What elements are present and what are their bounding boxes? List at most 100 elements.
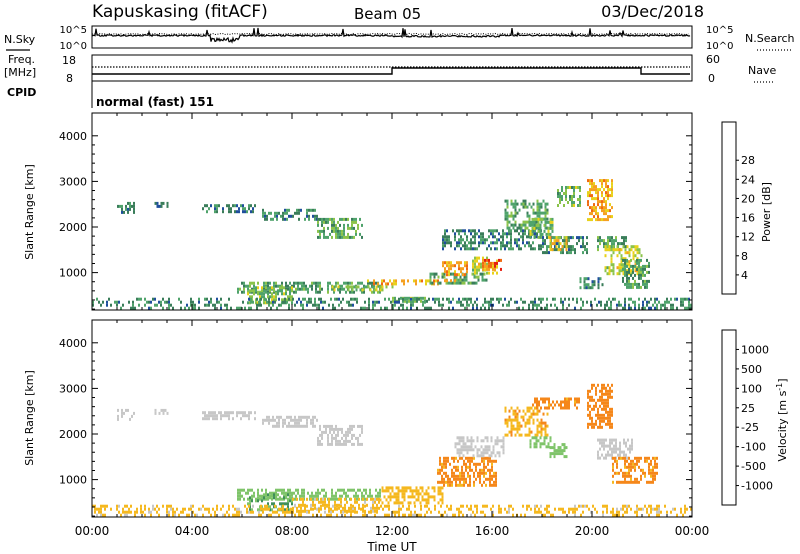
range-cell <box>415 279 417 283</box>
range-cell <box>597 416 599 420</box>
range-cell <box>656 507 658 511</box>
range-cell <box>646 270 648 274</box>
range-cell <box>424 504 426 508</box>
range-cell <box>369 288 372 292</box>
range-cell <box>372 509 374 513</box>
range-cell <box>445 465 447 469</box>
range-cell <box>96 297 98 301</box>
range-cell <box>536 403 538 407</box>
range-cell <box>313 281 315 285</box>
range-cell <box>500 247 502 251</box>
range-cell <box>526 418 529 422</box>
range-cell <box>258 513 260 517</box>
range-cell <box>618 266 621 270</box>
range-cell <box>579 189 581 192</box>
range-cell <box>522 504 524 508</box>
range-cell <box>328 506 330 510</box>
range-cell <box>453 281 456 285</box>
range-cell <box>347 223 349 227</box>
range-cell <box>307 290 309 294</box>
range-cell <box>547 229 550 233</box>
range-cell <box>449 462 451 466</box>
range-cell <box>314 424 316 428</box>
range-cell <box>208 303 210 307</box>
range-cell <box>397 489 400 493</box>
range-cell <box>397 486 400 490</box>
range-cell <box>516 211 519 215</box>
range-cell <box>495 483 497 487</box>
range-cell <box>684 297 686 301</box>
range-cell <box>350 510 352 514</box>
range-cell <box>260 297 262 301</box>
range-cell <box>343 433 345 437</box>
range-cell <box>539 229 542 233</box>
range-cell <box>204 414 206 418</box>
range-cell <box>520 247 522 251</box>
range-cell <box>589 404 591 408</box>
range-cell <box>607 401 609 405</box>
range-cell <box>421 498 424 502</box>
range-cell <box>282 507 284 511</box>
range-cell <box>589 188 591 192</box>
range-cell <box>479 462 481 466</box>
range-cell <box>106 504 108 508</box>
range-cell <box>597 413 599 417</box>
range-cell <box>152 297 154 301</box>
range-cell <box>254 417 256 421</box>
range-cell <box>591 188 593 192</box>
range-cell <box>613 438 615 442</box>
range-cell <box>239 497 241 501</box>
range-cell <box>453 275 456 279</box>
range-cell <box>506 202 509 206</box>
range-cell <box>214 210 216 214</box>
range-cell <box>538 202 541 206</box>
range-cell <box>462 229 464 233</box>
range-cell <box>620 269 623 273</box>
range-cell <box>335 424 337 428</box>
range-cell <box>528 303 530 307</box>
range-cell <box>341 488 343 492</box>
range-cell <box>524 220 527 224</box>
range-cell <box>680 303 682 307</box>
range-cell <box>350 297 352 301</box>
range-cell <box>540 297 542 301</box>
range-cell <box>492 267 494 271</box>
range-cell <box>476 259 478 263</box>
range-cell <box>241 290 243 294</box>
range-cell <box>198 306 200 310</box>
range-cell <box>250 411 252 415</box>
range-cell <box>339 284 341 288</box>
range-cell <box>601 419 603 423</box>
range-cell <box>528 306 530 310</box>
range-cell <box>573 201 575 204</box>
range-cell <box>216 204 218 208</box>
range-cell <box>605 407 607 411</box>
range-cell <box>524 421 527 425</box>
range-cell <box>182 507 184 511</box>
range-cell <box>516 226 519 230</box>
range-cell <box>329 430 331 434</box>
range-cell <box>303 287 305 291</box>
range-cell <box>454 247 456 251</box>
range-cell <box>324 497 326 501</box>
range-cell <box>512 205 515 209</box>
range-cell <box>245 284 247 288</box>
range-cell <box>271 502 273 506</box>
range-cell <box>463 281 466 285</box>
range-cell <box>486 256 488 260</box>
range-cell <box>476 303 478 307</box>
range-cell <box>579 204 581 207</box>
range-cell <box>466 300 468 304</box>
range-cell <box>308 208 310 212</box>
range-cell <box>622 456 624 460</box>
range-cell <box>460 445 463 449</box>
range-cell <box>351 288 354 292</box>
range-cell <box>634 480 636 484</box>
range-cell <box>278 415 280 419</box>
range-cell <box>611 188 613 192</box>
range-cell <box>462 436 465 440</box>
range-cell <box>550 303 552 307</box>
range-cell <box>531 232 534 236</box>
range-cell <box>465 275 468 279</box>
range-cell <box>106 300 108 304</box>
